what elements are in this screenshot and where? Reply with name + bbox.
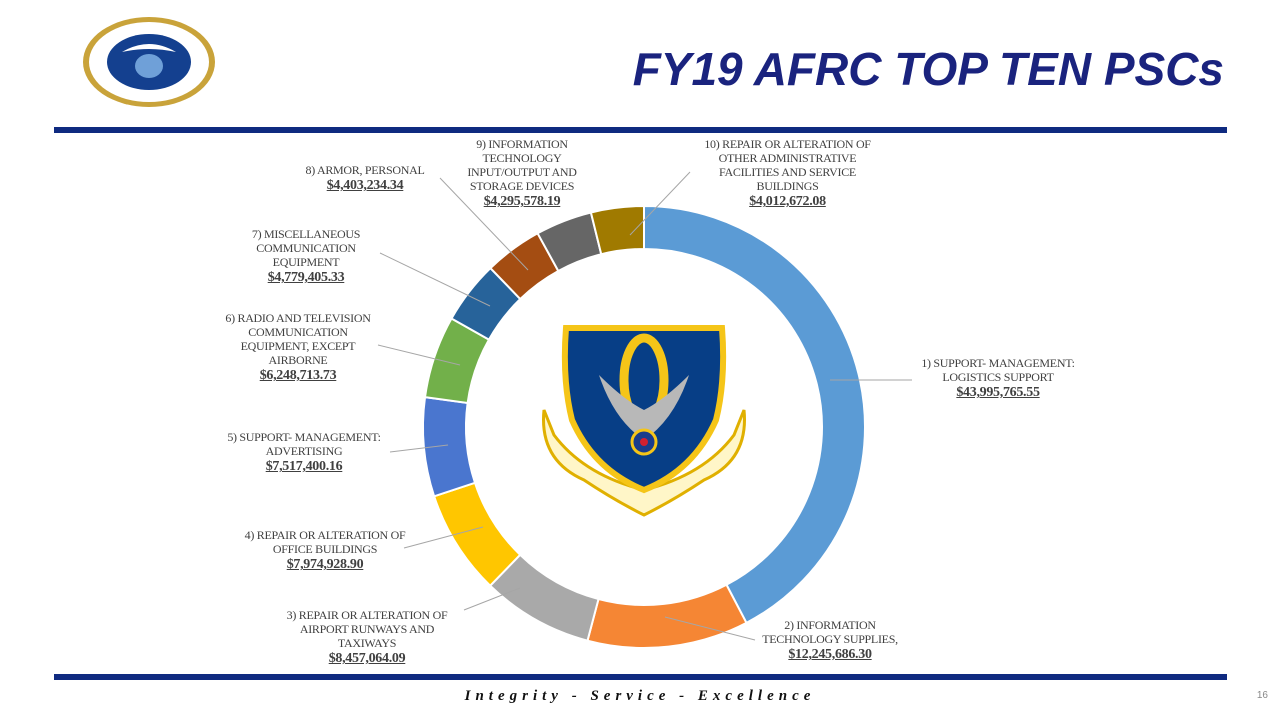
bottom-divider [54, 674, 1227, 680]
slice-label-5: 5) SUPPORT- MANAGEMENT: ADVERTISING $7,51… [227, 430, 381, 474]
leader-lines [377, 171, 912, 641]
slice-label-1: 1) SUPPORT- MANAGEMENT: LOGISTICS SUPPOR… [921, 356, 1075, 400]
donut-slice-2 [586, 583, 748, 649]
air-force-seal [82, 16, 216, 113]
afrc-emblem [542, 325, 746, 517]
donut-slice-10 [589, 204, 645, 256]
slice-label-4: 4) REPAIR OR ALTERATION OF OFFICE BUILDI… [244, 528, 406, 572]
top-divider [54, 127, 1227, 133]
donut-slice-1 [643, 204, 866, 625]
page-number: 16 [1256, 690, 1268, 701]
slice-label-3: 3) REPAIR OR ALTERATION OF AIRPORT RUNWA… [286, 608, 448, 666]
page-title: FY19 AFRC TOP TEN PSCs [632, 43, 1224, 95]
slice-label-8: 8) ARMOR, PERSONAL $4,403,234.34 [305, 163, 425, 193]
slice-label-7: 7) MISCELLANEOUS COMMUNICATION EQUIPMENT… [251, 227, 361, 285]
motto: Integrity - Service - Excellence [464, 688, 816, 704]
slice-label-10: 10) REPAIR OR ALTERATION OF OTHER ADMINI… [704, 137, 871, 209]
slice-label-6: 6) RADIO AND TELEVISION COMMUNICATION EQ… [225, 311, 371, 383]
slice-label-2: 2) INFORMATION TECHNOLOGY SUPPLIES, $12,2… [762, 618, 898, 662]
slice-label-9: 9) INFORMATION TECHNOLOGY INPUT/OUTPUT A… [467, 137, 577, 209]
